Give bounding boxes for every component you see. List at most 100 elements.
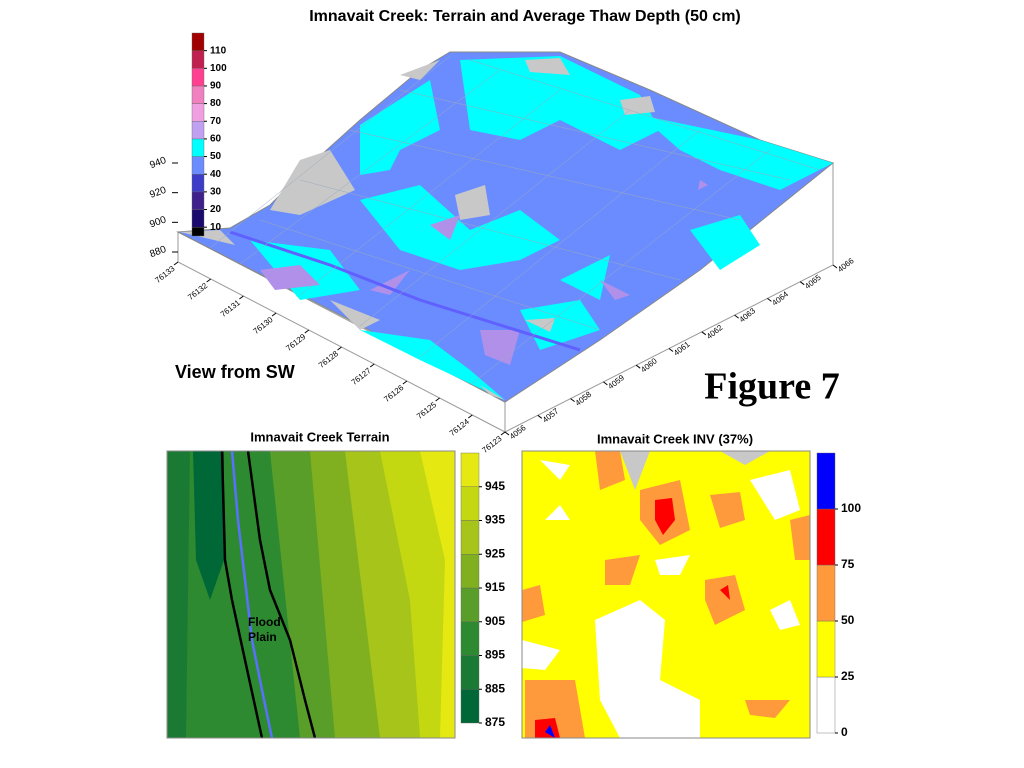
colorbar-segment <box>191 85 205 104</box>
x-tick <box>603 381 608 386</box>
x-tick <box>504 431 510 436</box>
colorbar-segment <box>816 676 836 734</box>
z-tick-label: 940 <box>148 155 168 171</box>
y-tick-label: 76125 <box>415 400 439 421</box>
colorbar-segment <box>816 508 836 566</box>
colorbar-label: 100 <box>210 63 227 74</box>
y-tick <box>369 363 375 368</box>
y-tick-label: 76124 <box>448 417 472 438</box>
x-tick-label: 4066 <box>836 256 856 274</box>
colorbar-segment <box>191 209 205 228</box>
x-tick <box>734 314 739 319</box>
colorbar-segment <box>816 452 836 510</box>
x-tick <box>537 414 543 419</box>
colorbar-segment <box>460 520 480 555</box>
y-tick-label: 76129 <box>284 332 308 353</box>
band <box>193 451 224 600</box>
colorbar-label: 80 <box>210 98 222 109</box>
colorbar-segment <box>460 486 480 521</box>
colorbar-label: 875 <box>485 715 505 729</box>
colorbar-label: 60 <box>210 134 222 145</box>
flood-plain-edge <box>220 450 264 739</box>
y-tick-label: 76132 <box>186 281 210 302</box>
annotation: Plain <box>248 630 277 644</box>
x-tick <box>635 364 641 369</box>
y-tick-label: 76128 <box>317 349 341 370</box>
colorbar-segment <box>191 191 205 210</box>
x-tick <box>668 348 674 352</box>
colorbar-segment <box>191 138 205 157</box>
colorbar-label: 50 <box>210 151 222 162</box>
x-tick <box>799 281 805 286</box>
y-tick-label: 76131 <box>219 298 243 319</box>
colorbar-label: 10 <box>210 222 222 233</box>
colorbar-segment <box>191 103 205 122</box>
y-tick <box>500 431 506 436</box>
colorbar-segment <box>191 226 205 237</box>
colorbar-segment <box>816 564 836 622</box>
band <box>168 451 190 738</box>
y-tick-label: 76126 <box>382 383 406 404</box>
colorbar-label: 90 <box>210 81 222 92</box>
colorbar-segment <box>191 50 205 69</box>
y-tick-label: 76123 <box>480 434 504 455</box>
colorbar-segment <box>816 620 836 678</box>
y-tick <box>467 414 473 419</box>
y-tick <box>337 346 342 351</box>
inv-map <box>521 450 811 739</box>
y-tick <box>304 329 310 334</box>
surface-plot <box>176 51 835 433</box>
colorbar-segment <box>460 621 480 656</box>
colorbar-label: 945 <box>485 479 505 493</box>
colorbar-label: 925 <box>485 546 505 560</box>
colorbar-label: 0 <box>841 725 848 739</box>
figure-label: Figure 7 <box>704 366 839 408</box>
annotation: Flood <box>248 615 281 629</box>
annotation: View from SW <box>175 362 295 382</box>
chart-title: Imnavait Creek INV (37%) <box>597 431 753 446</box>
y-tick <box>402 380 408 385</box>
y-tick <box>239 295 244 300</box>
surface-grid <box>209 55 821 386</box>
colorbar-label: 50 <box>841 613 855 627</box>
white-patches <box>522 460 800 738</box>
chart-title: Imnavait Creek: Terrain and Average Thaw… <box>309 8 741 25</box>
y-tick <box>173 261 179 266</box>
y-tick <box>206 278 211 283</box>
band <box>420 451 455 738</box>
colorbar-segment <box>191 32 205 51</box>
colorbar-segment <box>191 174 205 193</box>
colorbar-label: 905 <box>485 614 505 628</box>
gray-patches <box>620 451 770 490</box>
colorbar-segment <box>460 554 480 589</box>
creek <box>230 450 274 739</box>
colorbar-label: 915 <box>485 580 505 594</box>
colorbar-label: 25 <box>841 669 855 683</box>
frame <box>521 450 811 739</box>
y-tick <box>271 312 277 317</box>
z-tick-label: 880 <box>148 244 168 260</box>
y-tick-label: 76127 <box>350 366 374 387</box>
colorbar-segment <box>191 68 205 87</box>
colorbar-label: 70 <box>210 116 222 127</box>
colorbar-label: 935 <box>485 513 505 527</box>
colorbar-label: 895 <box>485 648 505 662</box>
colorbar-segment <box>460 452 480 487</box>
x-tick <box>701 331 707 336</box>
river <box>229 230 581 352</box>
colorbar-label: 40 <box>210 169 222 180</box>
colorbar-label: 30 <box>210 187 222 198</box>
colorbar-label: 110 <box>210 45 227 56</box>
colorbar-segment <box>460 689 480 724</box>
y-tick-label: 76130 <box>252 315 276 336</box>
x-tick <box>570 398 575 403</box>
flood-plain-edge <box>246 450 317 739</box>
z-tick-label: 920 <box>148 185 168 201</box>
colorbar-label: 75 <box>841 557 855 571</box>
band <box>380 451 455 738</box>
colorbar-segment <box>460 587 480 622</box>
y-tick-label: 76133 <box>153 264 177 285</box>
colorbar-segment <box>191 156 205 175</box>
